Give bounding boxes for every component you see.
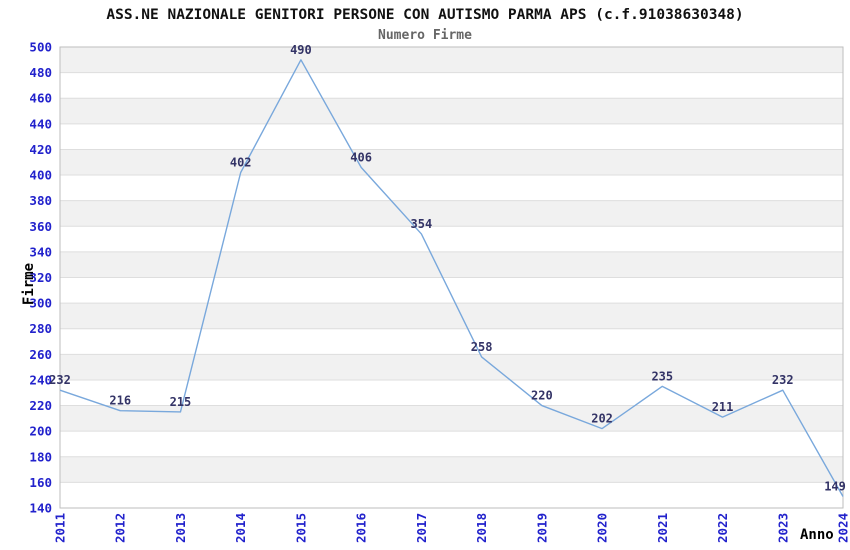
y-tick-label: 360 <box>29 219 52 234</box>
x-tick-label: 2011 <box>53 513 68 543</box>
grid-band <box>60 47 843 73</box>
data-point-label: 258 <box>471 340 493 354</box>
grid-band <box>60 251 843 278</box>
x-tick-label: 2016 <box>354 513 369 543</box>
x-tick-label: 2013 <box>173 513 188 543</box>
data-point-label: 202 <box>591 412 613 426</box>
y-tick-label: 240 <box>29 372 52 387</box>
y-tick-label: 380 <box>29 193 52 208</box>
grid-band <box>60 98 843 124</box>
chart-title: ASS.NE NAZIONALE GENITORI PERSONE CON AU… <box>106 7 744 23</box>
data-point-label: 232 <box>772 373 794 387</box>
grid-band <box>60 200 843 227</box>
y-tick-label: 280 <box>29 321 52 336</box>
plot-border <box>59 46 844 509</box>
data-point-label: 149 <box>824 479 846 493</box>
grid-band <box>60 149 843 176</box>
x-tick-label: 2015 <box>293 513 308 543</box>
grid-band <box>60 405 843 432</box>
x-tick-label: 2023 <box>775 513 790 543</box>
y-tick-label: 260 <box>29 347 52 362</box>
data-point-label: 211 <box>712 400 734 414</box>
data-line <box>59 59 844 497</box>
x-tick-label: 2024 <box>836 513 850 543</box>
y-tick-label: 180 <box>29 449 52 464</box>
x-tick-label: 2022 <box>715 513 730 543</box>
y-tick-label: 420 <box>29 142 52 157</box>
data-point-label: 406 <box>350 150 372 164</box>
y-axis-title-text: Firme <box>21 262 37 306</box>
y-tick-label: 200 <box>29 424 52 439</box>
grid-band <box>60 354 843 380</box>
y-tick-label: 140 <box>29 501 52 516</box>
y-tick-label: 400 <box>29 168 52 183</box>
data-point-label: 490 <box>290 43 312 57</box>
y-tick-label: 160 <box>29 475 52 490</box>
y-tick-label: 440 <box>29 116 52 131</box>
y-tick-label: 220 <box>29 398 52 413</box>
data-point-label: 402 <box>230 155 252 169</box>
x-tick-label: 2019 <box>534 513 549 543</box>
data-point-label: 215 <box>170 395 192 409</box>
x-tick-label: 2012 <box>113 513 128 543</box>
grid-band <box>60 456 843 483</box>
x-tick-label: 2021 <box>655 513 670 543</box>
data-point-label: 235 <box>651 369 673 383</box>
data-point-label: 232 <box>49 373 71 387</box>
x-axis-title: Anno <box>800 527 834 543</box>
y-tick-label: 500 <box>29 40 52 55</box>
x-tick-label: 2018 <box>474 513 489 543</box>
x-tick-label: 2020 <box>595 513 610 543</box>
y-tick-label: 460 <box>29 91 52 106</box>
data-point-label: 354 <box>411 217 433 231</box>
x-tick-label: 2014 <box>233 513 248 543</box>
x-tick-label: 2017 <box>414 513 429 543</box>
chart-subtitle: Numero Firme <box>378 28 472 43</box>
data-point-label: 220 <box>531 389 553 403</box>
y-tick-label: 320 <box>29 270 52 285</box>
grid-band <box>60 303 843 329</box>
y-tick-label: 480 <box>29 65 52 80</box>
y-tick-label: 300 <box>29 296 52 311</box>
data-point-label: 216 <box>109 394 131 408</box>
y-tick-label: 340 <box>29 244 52 259</box>
